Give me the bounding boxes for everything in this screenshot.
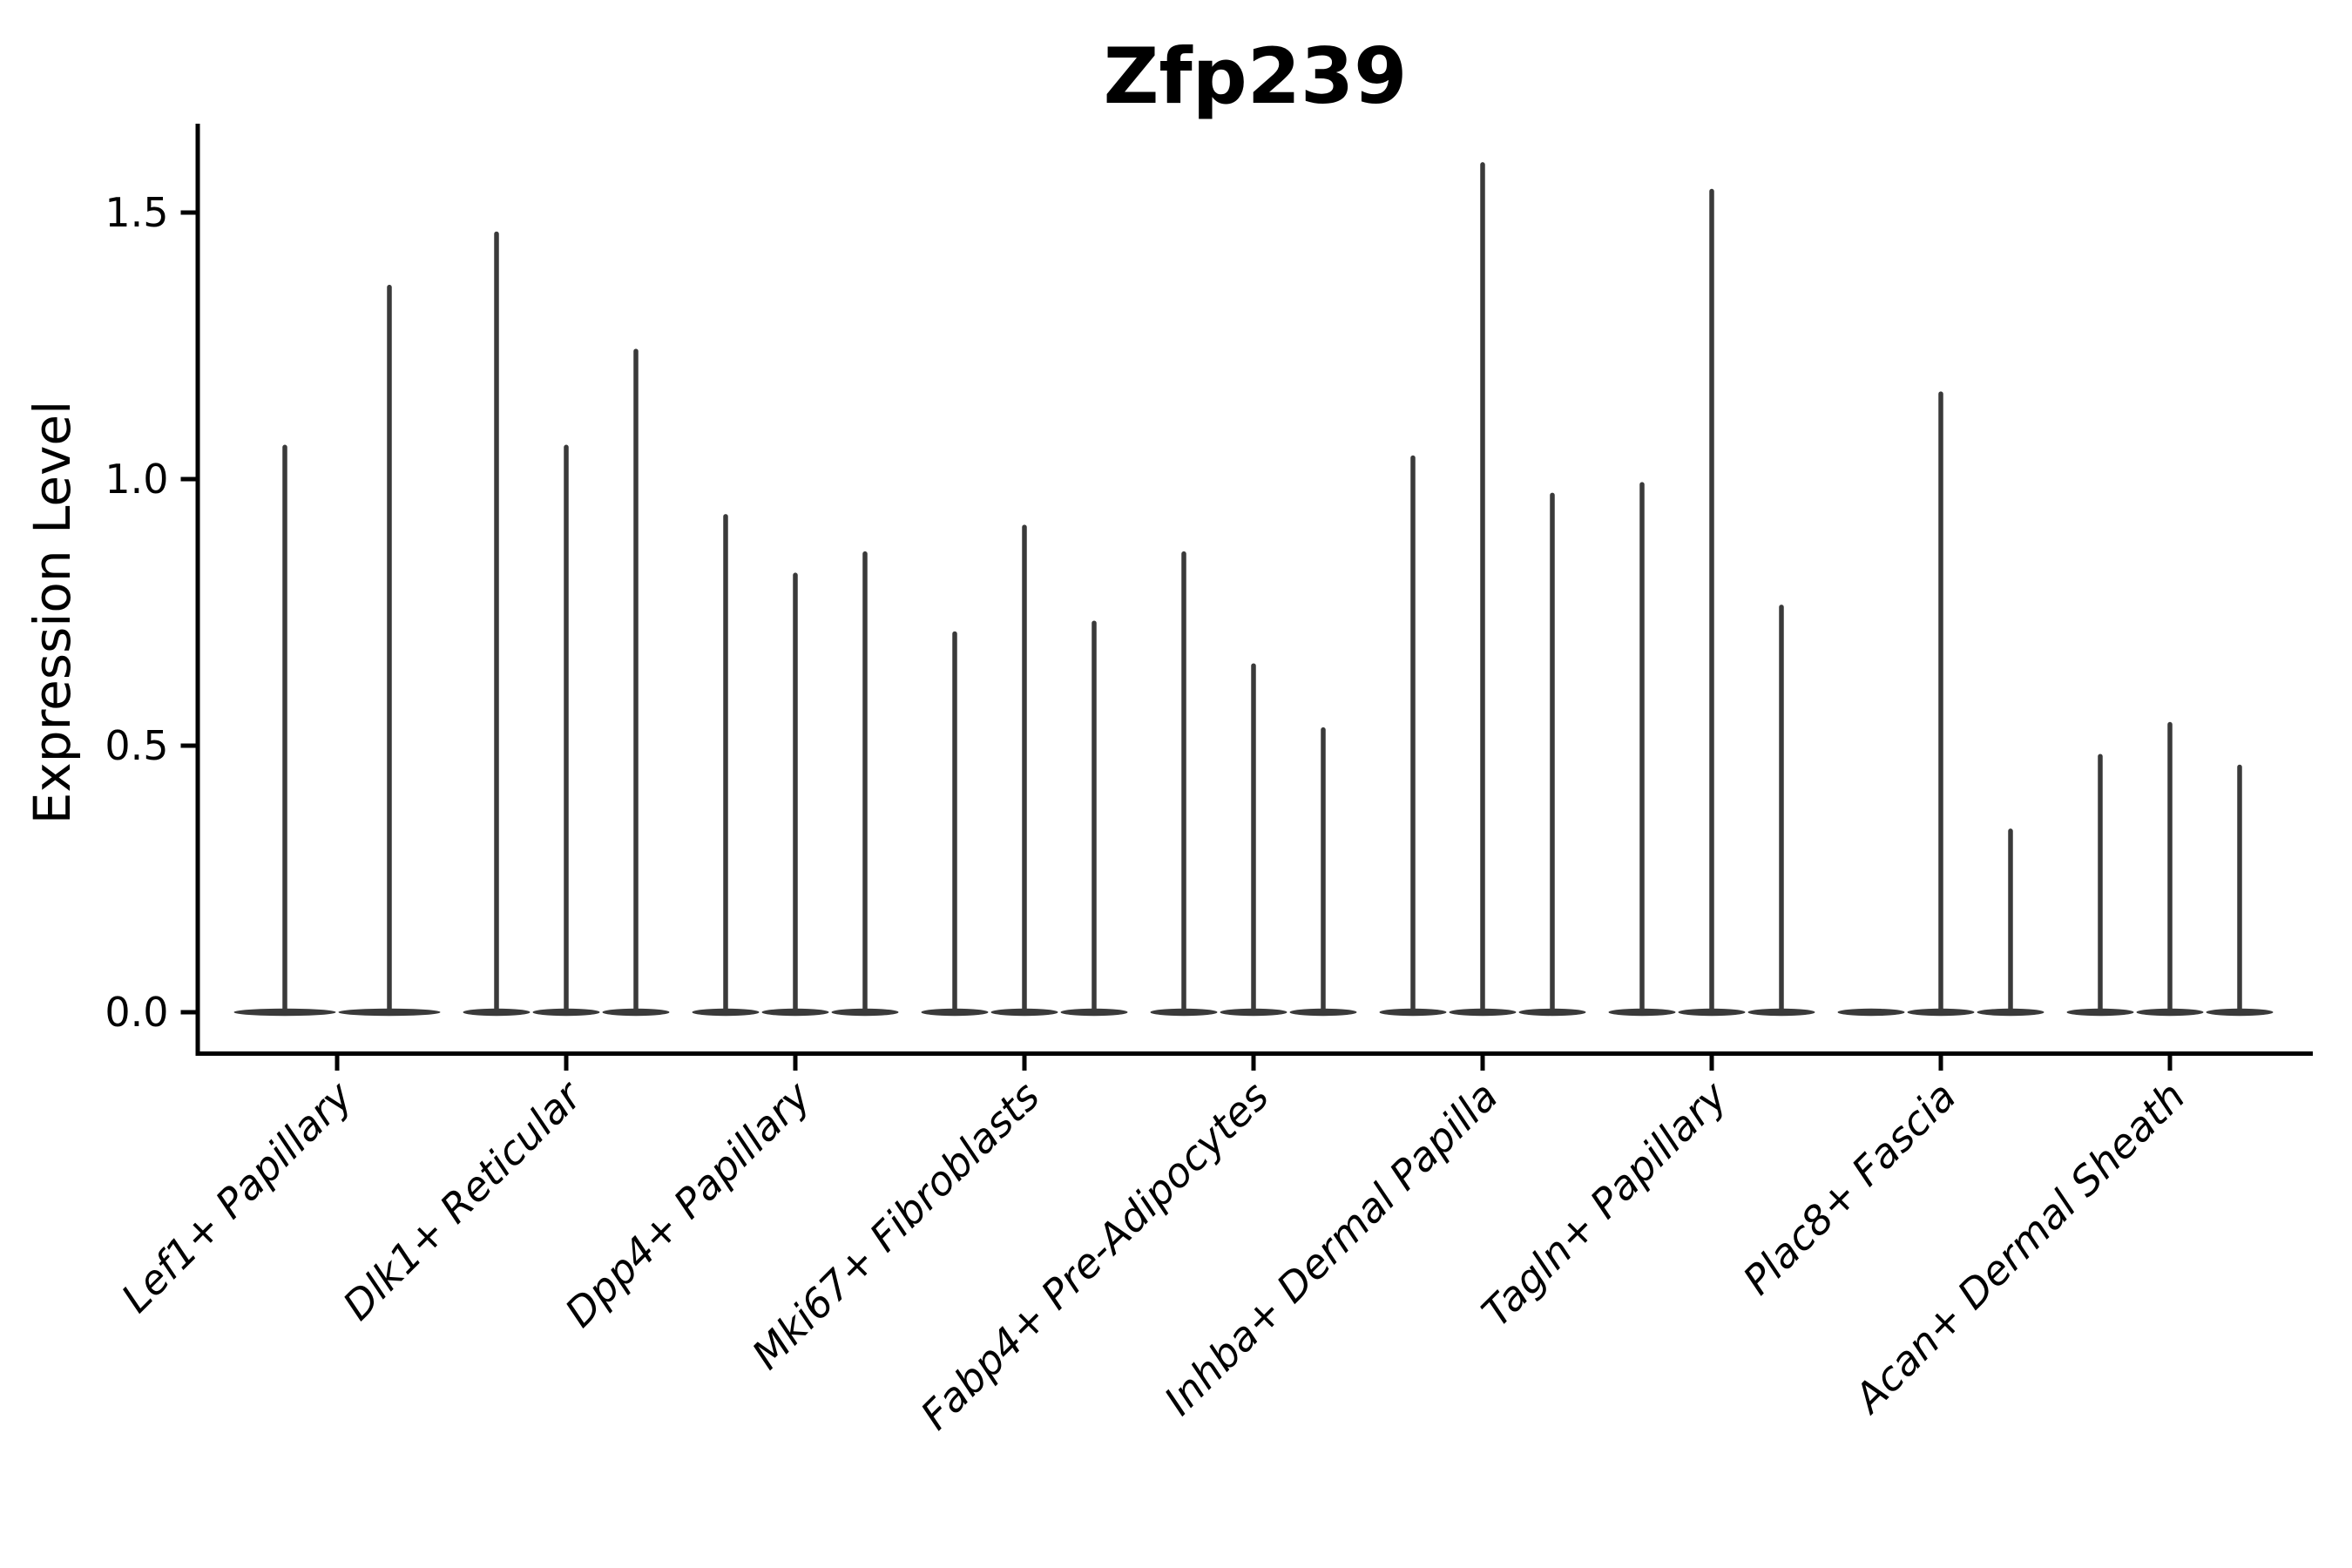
y-tick-label: 0.5 xyxy=(105,722,168,769)
x-tick-label: Plac8+ Fascia xyxy=(1734,1072,1964,1303)
y-tick-label: 1.0 xyxy=(105,456,168,503)
y-tick-label: 0.0 xyxy=(105,989,168,1036)
x-tick-label: Dpp4+ Papillary xyxy=(556,1072,820,1336)
y-tick-label: 1.5 xyxy=(105,189,168,236)
x-tick-label: Dlk1+ Reticular xyxy=(334,1071,592,1329)
x-tick-label: Lef1+ Papillary xyxy=(112,1072,362,1321)
x-tick-label: Tagln+ Papillary xyxy=(1472,1072,1736,1336)
chart-title: Zfp239 xyxy=(1104,31,1408,121)
violin-base-lens xyxy=(1837,1008,1905,1017)
y-axis-label: Expression Level xyxy=(23,401,82,824)
